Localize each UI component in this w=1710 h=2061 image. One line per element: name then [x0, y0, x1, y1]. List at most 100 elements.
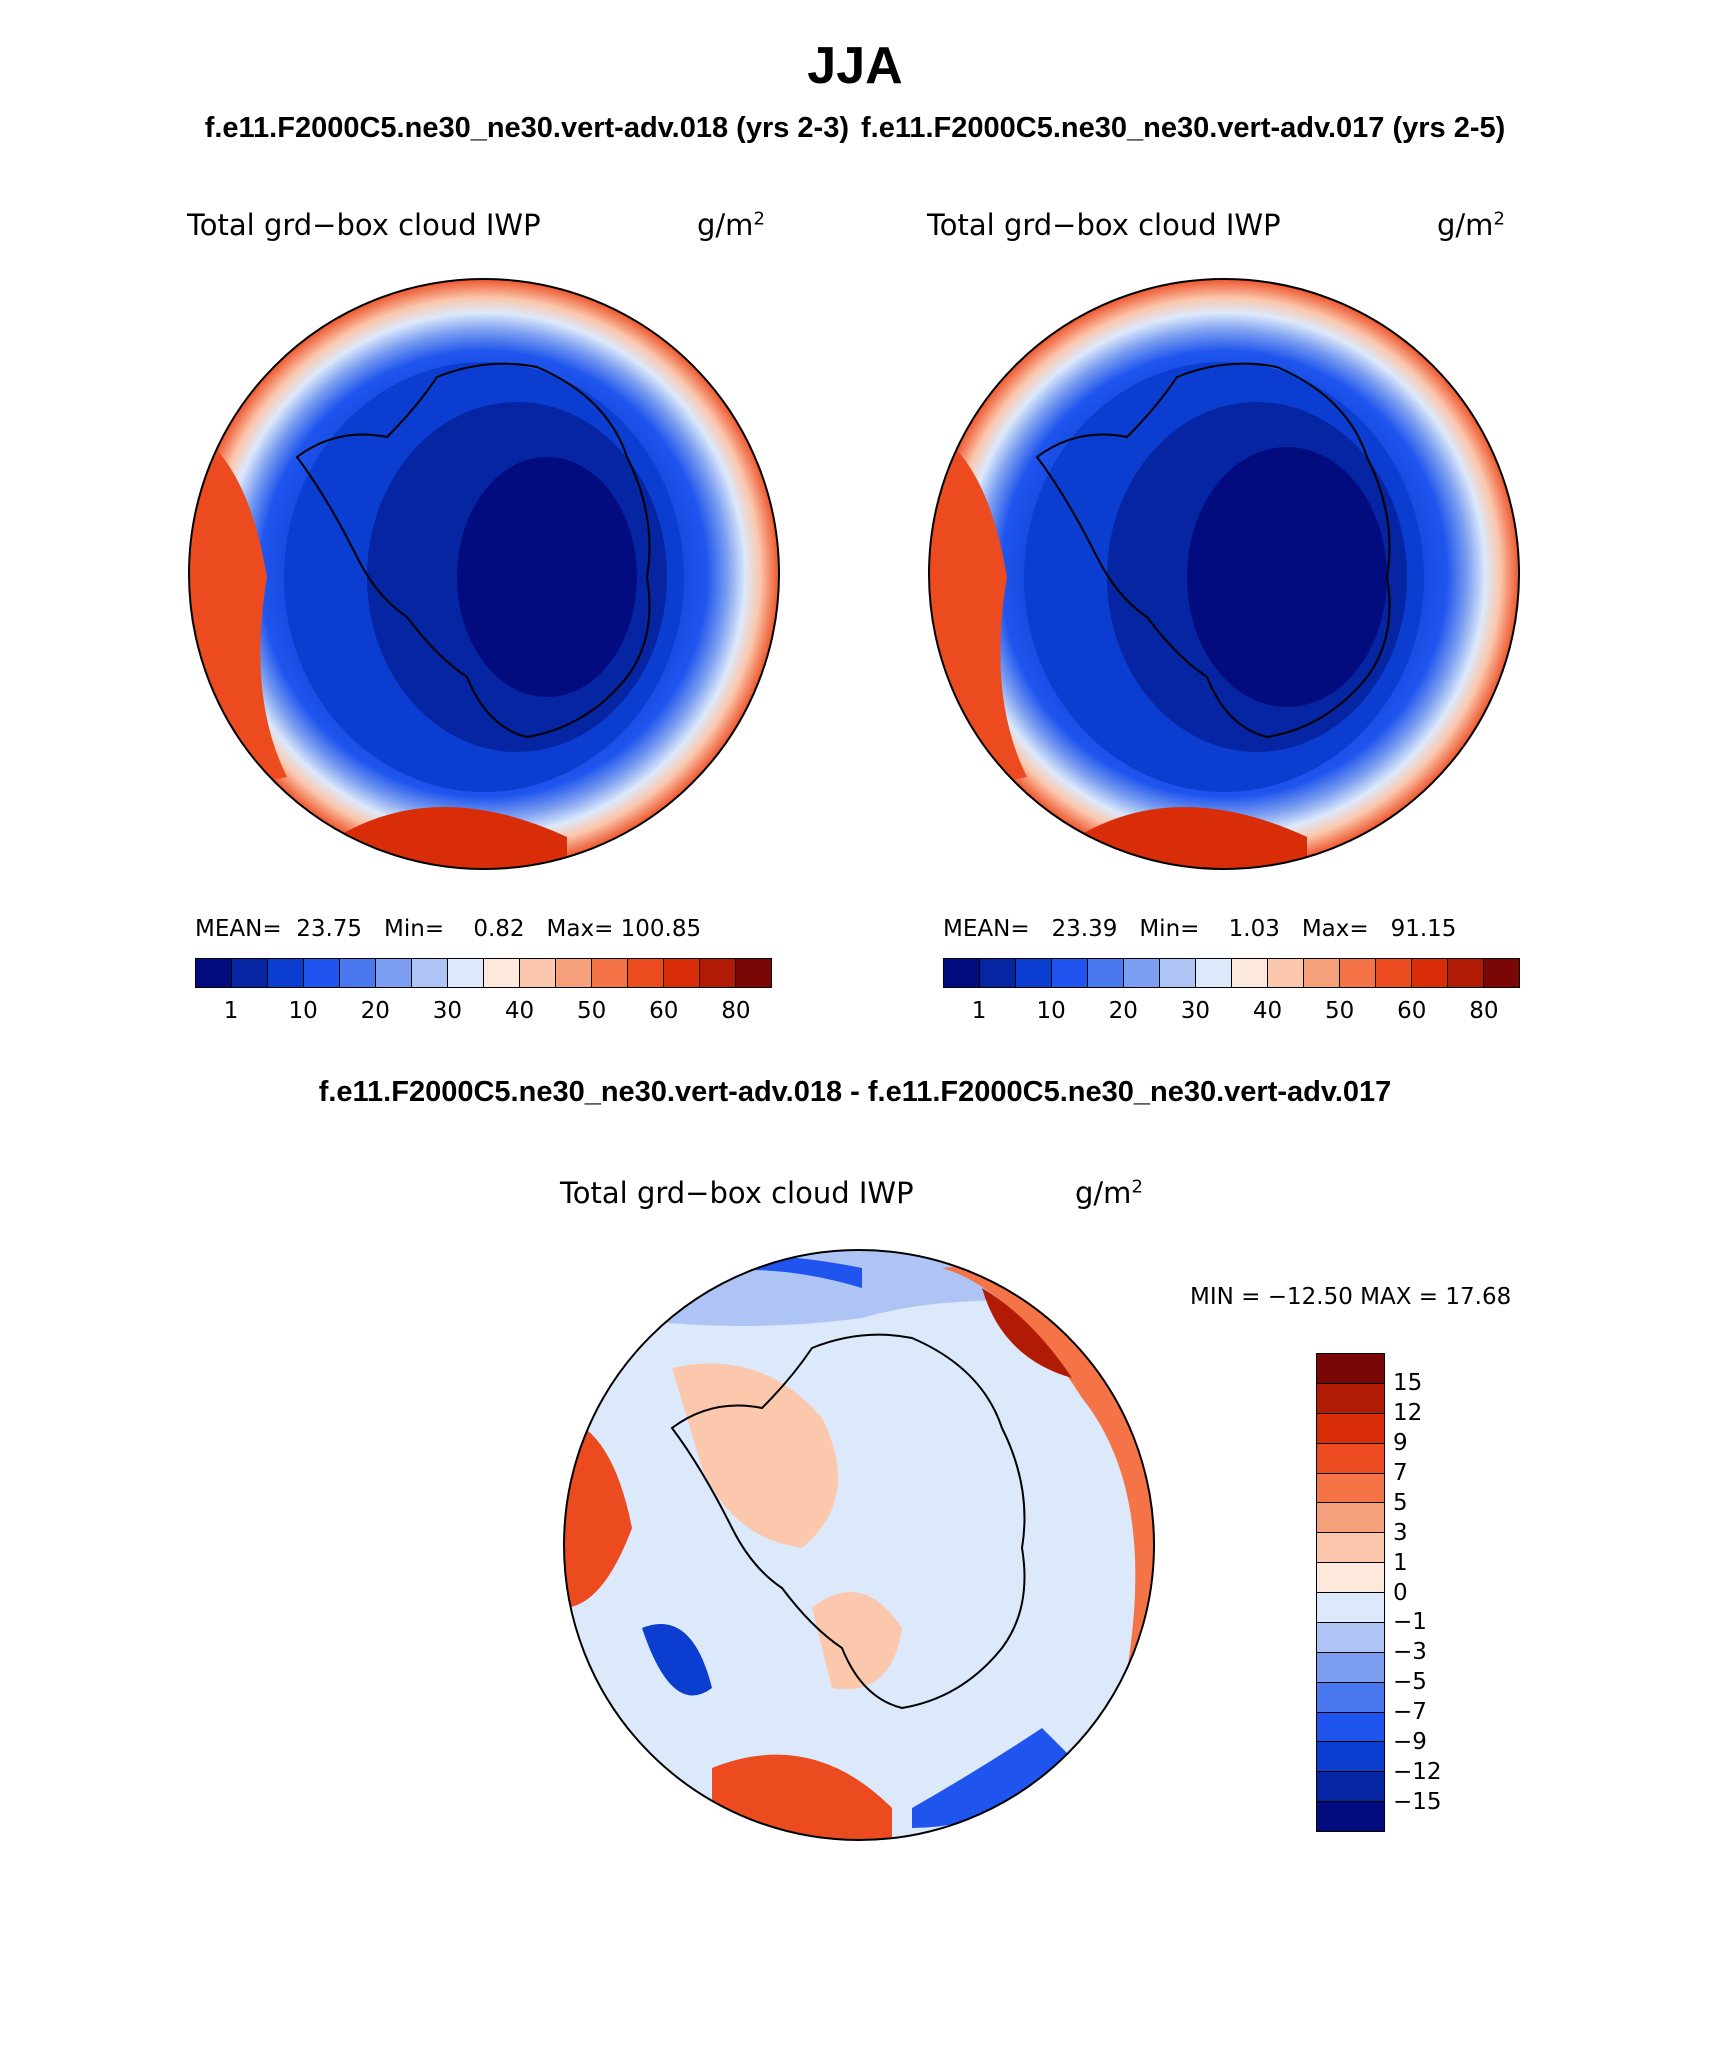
- colorbar-tick-label: 1: [223, 998, 239, 1024]
- colorbar-swatch: [1317, 1383, 1384, 1414]
- colorbar-tick-label: 10: [288, 998, 318, 1024]
- antarctica-coastline: [295, 362, 651, 739]
- colorbar-swatch: [1317, 1742, 1384, 1773]
- colorbar-swatch: [1124, 959, 1160, 987]
- panel2-variable-label: Total grd−box cloud IWP: [927, 208, 1281, 242]
- map-boundary: [188, 278, 780, 870]
- colorbar-swatch: [1232, 959, 1268, 987]
- colorbar-swatch: [1317, 1354, 1384, 1384]
- colorbar-tick-label: 80: [721, 998, 751, 1024]
- colorbar-swatch: [1268, 959, 1304, 987]
- colorbar-tick-label: 50: [577, 998, 607, 1024]
- panel2-polar-map: [928, 278, 1520, 870]
- colorbar-swatch: [1317, 1563, 1384, 1593]
- colorbar-swatch: [1340, 959, 1376, 987]
- colorbar-swatch: [1317, 1772, 1384, 1803]
- colorbar-tick-label: −1: [1393, 1609, 1427, 1636]
- colorbar-tick-label: −5: [1393, 1669, 1427, 1696]
- colorbar-tick-label: 20: [360, 998, 390, 1024]
- colorbar-tick-label: 3: [1393, 1519, 1408, 1546]
- panel1-colorbar-ticks: 1 10 20 30 40 50 60 80: [195, 998, 772, 1028]
- colorbar-swatch: [700, 959, 736, 987]
- colorbar-swatch: [556, 959, 592, 987]
- colorbar-swatch: [1317, 1682, 1384, 1713]
- colorbar-swatch: [340, 959, 376, 987]
- colorbar-swatch: [1088, 959, 1124, 987]
- colorbar-swatch: [980, 959, 1016, 987]
- colorbar-tick-label: 5: [1393, 1489, 1408, 1516]
- panel1-stats: MEAN= 23.75 Min= 0.82 Max= 100.85: [195, 916, 702, 942]
- colorbar-swatch: [1484, 959, 1519, 987]
- colorbar-swatch: [1317, 1622, 1384, 1653]
- colorbar-swatch: [1052, 959, 1088, 987]
- panel2-units: g/m2: [1437, 208, 1505, 242]
- figure-title: JJA: [807, 37, 903, 95]
- panel1-variable-label: Total grd−box cloud IWP: [187, 208, 541, 242]
- colorbar-tick-label: 20: [1108, 998, 1138, 1024]
- colorbar-swatch: [232, 959, 268, 987]
- colorbar-swatch: [944, 959, 980, 987]
- colorbar-tick-label: 30: [1180, 998, 1211, 1024]
- colorbar-swatch: [1448, 959, 1484, 987]
- case2-title: f.e11.F2000C5.ne30_ne30.vert-adv.017 (yr…: [861, 112, 1506, 144]
- case1-title: f.e11.F2000C5.ne30_ne30.vert-adv.018 (yr…: [204, 112, 849, 144]
- colorbar-swatch: [1016, 959, 1052, 987]
- colorbar-tick-label: 9: [1393, 1429, 1408, 1456]
- panel1-units: g/m2: [697, 208, 765, 242]
- colorbar-tick-label: 1: [971, 998, 987, 1024]
- colorbar-swatch: [1376, 959, 1412, 987]
- negative-diff-region: [642, 1624, 712, 1696]
- colorbar-swatch: [592, 959, 628, 987]
- colorbar-swatch: [628, 959, 664, 987]
- colorbar-tick-label: 40: [1252, 998, 1283, 1024]
- panel2-stats: MEAN= 23.39 Min= 1.03 Max= 91.15: [943, 916, 1457, 942]
- colorbar-tick-label: 80: [1469, 998, 1499, 1024]
- panel1-colorbar: [195, 958, 772, 988]
- colorbar-swatch: [1317, 1413, 1384, 1444]
- antarctica-coastline: [670, 1333, 1026, 1710]
- colorbar-swatch: [268, 959, 304, 987]
- colorbar-swatch: [304, 959, 340, 987]
- colorbar-swatch: [1317, 1712, 1384, 1743]
- colorbar-swatch: [448, 959, 484, 987]
- colorbar-swatch: [1317, 1802, 1384, 1831]
- colorbar-tick-label: −7: [1393, 1699, 1427, 1726]
- panel3-colorbar-ticks: 15 12 9 7 5 3 1 0 −1 −3 −5 −7 −9 −12 −15: [1393, 1353, 1453, 1832]
- colorbar-tick-label: 50: [1325, 998, 1355, 1024]
- antarctica-coastline: [1035, 362, 1391, 739]
- panel3-difference-map: [563, 1249, 1155, 1841]
- colorbar-swatch: [1412, 959, 1448, 987]
- colorbar-tick-label: 12: [1393, 1399, 1423, 1426]
- map-boundary: [563, 1249, 1155, 1841]
- colorbar-tick-label: 30: [432, 998, 463, 1024]
- colorbar-tick-label: 7: [1393, 1459, 1408, 1486]
- panel2-colorbar-ticks: 1 10 20 30 40 50 60 80: [943, 998, 1520, 1028]
- diff-title: f.e11.F2000C5.ne30_ne30.vert-adv.018 - f…: [318, 1076, 1392, 1108]
- panel3-minmax: MIN = −12.50 MAX = 17.68: [1190, 1284, 1512, 1310]
- colorbar-tick-label: 60: [649, 998, 679, 1024]
- colorbar-tick-label: −12: [1393, 1759, 1442, 1786]
- colorbar-tick-label: −3: [1393, 1639, 1427, 1666]
- colorbar-swatch: [376, 959, 412, 987]
- panel3-colorbar: [1316, 1353, 1385, 1832]
- colorbar-swatch: [1304, 959, 1340, 987]
- colorbar-tick-label: 1: [1393, 1549, 1408, 1576]
- colorbar-swatch: [1317, 1473, 1384, 1504]
- colorbar-swatch: [520, 959, 556, 987]
- colorbar-swatch: [1317, 1503, 1384, 1534]
- colorbar-swatch: [1317, 1652, 1384, 1683]
- map-boundary: [928, 278, 1520, 870]
- colorbar-tick-label: 10: [1036, 998, 1066, 1024]
- colorbar-tick-label: −9: [1393, 1729, 1427, 1756]
- colorbar-swatch: [196, 959, 232, 987]
- panel3-units: g/m2: [1075, 1176, 1143, 1210]
- colorbar-swatch: [736, 959, 771, 987]
- colorbar-swatch: [412, 959, 448, 987]
- panel3-variable-label: Total grd−box cloud IWP: [560, 1176, 914, 1210]
- colorbar-swatch: [664, 959, 700, 987]
- colorbar-swatch: [1317, 1593, 1384, 1623]
- colorbar-swatch: [1317, 1443, 1384, 1474]
- colorbar-swatch: [1196, 959, 1232, 987]
- colorbar-swatch: [1317, 1533, 1384, 1564]
- colorbar-tick-label: 60: [1397, 998, 1427, 1024]
